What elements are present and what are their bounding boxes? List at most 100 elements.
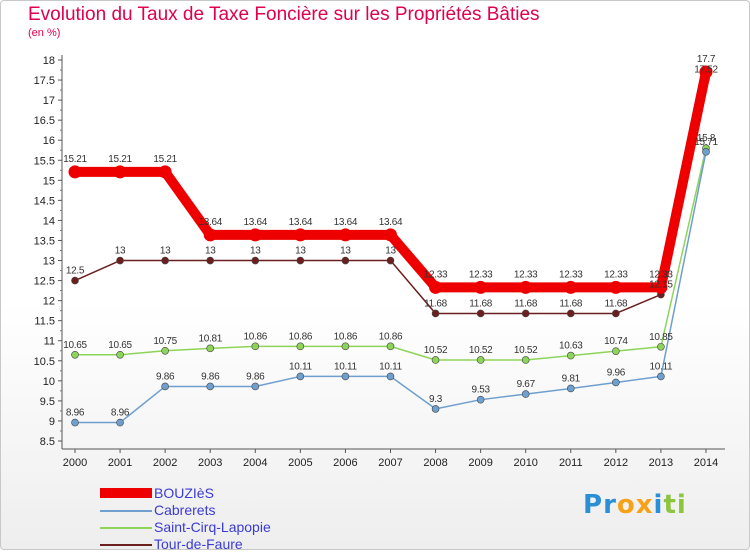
data-label-bouzi-s: 15.21 [63,154,87,165]
y-tick-label: 17.5 [34,75,55,87]
x-tick-label: 2011 [559,457,583,469]
data-label-bouzi-s: 15.21 [108,154,132,165]
data-point-tour-de-faure [476,309,485,318]
data-label-saint-cirq-lapopie: 10.86 [379,331,403,342]
y-tick-label: 12.5 [34,276,55,288]
x-tick-label: 2004 [243,457,267,469]
data-point-cabrerets [296,372,305,381]
legend-label-bouzies: BOUZIèS [154,485,214,501]
data-label-saint-cirq-lapopie: 10.85 [649,332,673,343]
logo-letter: x [635,490,654,520]
data-point-bouzi-s [248,228,262,242]
x-tick-label: 2002 [153,457,177,469]
x-tick-label: 2013 [649,457,673,469]
data-label-tour-de-faure: 11.68 [514,298,538,309]
data-point-tour-de-faure [296,256,305,265]
data-point-saint-cirq-lapopie [206,344,215,353]
y-tick-label: 8.5 [40,436,55,448]
x-tick-label: 2005 [288,457,312,469]
data-label-saint-cirq-lapopie: 10.65 [108,340,132,351]
data-point-cabrerets [521,390,530,398]
logo-letter: r [603,490,617,520]
data-point-bouzi-s [383,228,397,242]
x-tick-label: 2012 [604,457,628,469]
data-point-tour-de-faure [116,256,124,265]
legend-label-cabrerets: Cabrerets [154,502,216,518]
data-label-saint-cirq-lapopie: 15.8 [697,133,716,144]
legend-swatch-saint-cirq-lapopie [100,527,152,529]
data-point-cabrerets [116,418,124,427]
y-tick-label: 15.5 [34,155,55,167]
data-point-cabrerets [476,395,485,404]
data-point-tour-de-faure [251,256,260,265]
logo-letter: t [663,490,677,520]
y-tick-label: 13 [43,256,55,268]
data-point-tour-de-faure [341,256,350,265]
data-point-cabrerets [341,372,350,381]
x-tick-label: 2001 [108,457,132,469]
data-label-cabrerets: 10.11 [334,361,358,372]
y-tick-label: 11 [44,336,55,348]
x-tick-label: 2006 [333,457,357,469]
data-label-cabrerets: 9.86 [246,371,265,382]
data-label-cabrerets: 9.86 [201,371,220,382]
data-point-bouzi-s [699,65,713,79]
data-point-bouzi-s [338,228,352,242]
chart-subtitle: (en %) [28,27,61,39]
data-point-cabrerets [251,382,260,391]
logo-letter: i [653,490,664,520]
data-point-bouzi-s [609,280,623,294]
x-tick-label: 2003 [198,457,222,469]
data-label-cabrerets: 9.3 [429,394,443,405]
data-label-cabrerets: 8.96 [66,408,85,419]
data-label-bouzi-s: 13.64 [244,217,268,228]
data-point-cabrerets [566,384,575,393]
data-point-cabrerets [431,405,440,413]
data-label-tour-de-faure: 13 [205,246,216,257]
data-point-tour-de-faure [161,256,169,265]
x-tick-label: 2010 [513,457,537,469]
data-label-bouzi-s: 13.64 [379,217,403,228]
data-point-tour-de-faure [431,309,440,318]
data-point-bouzi-s [474,280,488,294]
data-label-bouzi-s: 12.33 [559,269,583,280]
data-label-bouzi-s: 12.33 [649,269,673,280]
data-point-cabrerets [161,382,169,391]
data-label-saint-cirq-lapopie: 10.52 [469,345,493,356]
line-chart: 8.5 9 9.5 10 10.5 11 11.5 12 12.5 13 13.5 14 14.5 15 1… [34,54,725,469]
data-label-saint-cirq-lapopie: 10.52 [514,345,538,356]
x-tick-label: 2000 [63,457,87,469]
data-label-cabrerets: 8.96 [111,408,130,419]
data-point-tour-de-faure [521,309,530,318]
data-label-bouzi-s: 13.64 [334,217,358,228]
data-label-saint-cirq-lapopie: 10.86 [334,331,358,342]
data-point-bouzi-s [113,165,127,179]
data-point-bouzi-s [203,228,217,242]
data-point-saint-cirq-lapopie [251,342,260,351]
proxiti-logo: Proxiti [583,490,687,520]
data-label-bouzi-s: 12.33 [514,269,538,280]
data-point-tour-de-faure [612,309,620,318]
data-point-bouzi-s [564,280,578,294]
data-point-tour-de-faure [386,256,395,265]
data-point-cabrerets [71,418,79,427]
data-label-cabrerets: 9.67 [517,379,536,390]
series-layer [68,65,713,427]
data-point-saint-cirq-lapopie [161,346,169,355]
legend-swatch-bouzies [100,488,152,498]
data-point-tour-de-faure [206,256,215,265]
logo-letter: o [616,490,636,520]
data-label-saint-cirq-lapopie: 10.86 [244,331,268,342]
data-label-bouzi-s: 15.21 [153,154,177,165]
data-label-cabrerets: 15.71 [694,137,718,148]
chart-title: Evolution du Taux de Taxe Foncière sur l… [28,4,540,25]
data-label-cabrerets: 9.53 [471,385,490,396]
y-tick-label: 10 [43,376,55,388]
legend-label-tour-de-faure: Tour-de-Faure [154,536,243,552]
data-point-cabrerets [657,372,665,381]
data-label-tour-de-faure: 11.68 [604,298,628,309]
data-label-bouzi-s: 13.64 [289,217,313,228]
data-label-saint-cirq-lapopie: 10.86 [289,331,313,342]
data-label-bouzi-s: 12.33 [469,269,493,280]
x-tick-label: 2014 [694,457,718,469]
